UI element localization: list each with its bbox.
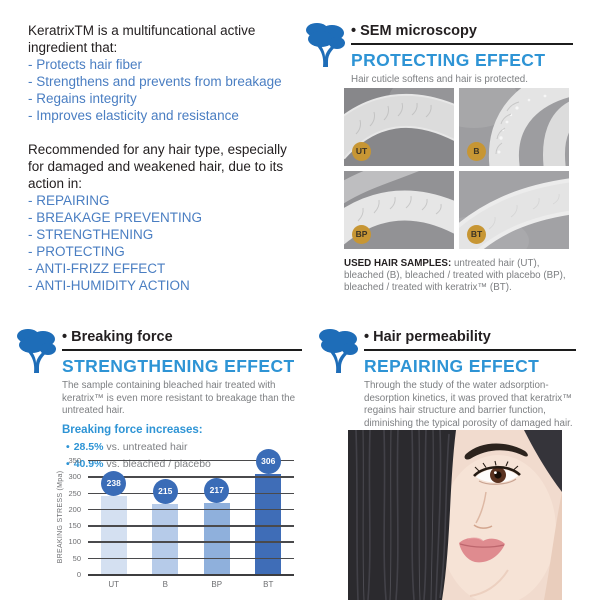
intro-bullet: - Protects hair fiber (28, 57, 143, 72)
bar-value-badge: 306 (255, 449, 281, 475)
section-rule (364, 349, 576, 351)
model-hair-photo (348, 430, 562, 600)
sem-section-label: • SEM microscopy (351, 23, 477, 39)
breaking-force-body: The sample containing bleached hair trea… (62, 380, 296, 417)
chart-plot-area: 0 50 100 150 200 250 300 350 238 UT 215 B 217 BP 306 BT (50, 448, 300, 598)
bar-value-badge: 217 (204, 478, 230, 504)
gridline (88, 476, 294, 478)
bar-value-badge: 238 (101, 471, 127, 497)
x-tick-label: BT (263, 580, 274, 589)
spacer (28, 124, 300, 141)
gridline (88, 525, 294, 527)
sem-image-b: B (459, 88, 569, 166)
permeability-section: • Hair permeability REPAIRING EFFECT Thr… (316, 326, 576, 430)
section-rule (351, 43, 573, 45)
sample-badge-ut: UT (352, 142, 371, 161)
sem-caption: USED HAIR SAMPLES: untreated hair (UT), … (344, 258, 578, 295)
tree-logo-icon (303, 20, 347, 73)
intro-heading-2: Recommended for any hair type, especiall… (28, 142, 287, 191)
y-tick-label: 250 (68, 488, 81, 498)
intro-action-bullet: - REPAIRING (28, 193, 110, 208)
bar-bt (255, 474, 282, 574)
x-tick-label: UT (108, 580, 120, 589)
bar-bp (203, 503, 230, 574)
intro-bullet: - Strengthens and prevents from breakage (28, 74, 282, 89)
increase-item: • 28.5% vs. untreated hair (66, 441, 302, 453)
tree-logo-icon (316, 326, 360, 379)
intro-action-bullet: - ANTI-FRIZZ EFFECT (28, 261, 166, 276)
y-tick-label: 150 (68, 521, 81, 531)
sample-badge-bt: BT (467, 225, 486, 244)
bar-value-badge: 215 (152, 478, 178, 504)
y-tick-label: 100 (68, 537, 81, 547)
gridline (88, 541, 294, 543)
sem-image-bp: BP (344, 171, 454, 249)
increase-percent: 28.5% (73, 440, 104, 453)
intro-heading: KeratrixTM is a multifuncational active … (28, 23, 256, 55)
sample-badge-b: B (467, 142, 486, 161)
y-tick-label: 350 (68, 456, 81, 465)
repairing-effect-title: REPAIRING EFFECT (364, 356, 540, 376)
sem-subtitle: Hair cuticle softens and hair is protect… (351, 74, 528, 85)
section-rule (62, 349, 302, 351)
sem-image-bt: BT (459, 171, 569, 249)
gridline (88, 460, 294, 462)
breaking-stress-bar-chart: BREAKING STRESS (Mpa) 0 50 100 150 200 250 300… (50, 448, 300, 598)
x-tick-label: BP (211, 580, 223, 589)
y-tick-label: 300 (68, 472, 81, 482)
tree-logo-icon (14, 326, 58, 379)
sem-caption-text: untreated hair (UT), bleached (B), bleac… (344, 258, 566, 294)
breaking-force-subheading: Breaking force increases: (62, 423, 203, 436)
gridline (88, 557, 294, 560)
bullet-dot: • (66, 457, 70, 470)
strengthening-effect-title: STRENGTHENING EFFECT (62, 356, 295, 376)
x-tick-label: B (162, 580, 168, 589)
sample-badge-bp: BP (352, 225, 371, 244)
intro-section: KeratrixTM is a multifuncational active … (28, 22, 300, 294)
breaking-force-section: • Breaking force STRENGTHENING EFFECT Th… (14, 326, 302, 470)
y-tick-label: 200 (68, 504, 81, 514)
gridline (88, 574, 294, 576)
intro-action-bullet: - BREAKAGE PREVENTING (28, 210, 203, 225)
permeability-body: Through the study of the water adsorptio… (364, 380, 573, 429)
intro-bullet: - Improves elasticity and resistance (28, 108, 239, 123)
bullet-dot: • (66, 440, 70, 453)
sem-image-ut: UT (344, 88, 454, 166)
protecting-effect-title: PROTECTING EFFECT (351, 50, 546, 70)
y-tick-label: 0 (76, 570, 81, 579)
permeability-label: • Hair permeability (364, 329, 491, 345)
intro-bullet: - Regains integrity (28, 91, 137, 106)
y-tick-label: 50 (72, 553, 81, 563)
gridline (88, 492, 294, 494)
breaking-force-label: • Breaking force (62, 329, 173, 345)
intro-action-bullet: - ANTI-HUMIDITY ACTION (28, 278, 190, 293)
gridline (88, 508, 294, 511)
sem-caption-lead: USED HAIR SAMPLES: (344, 258, 452, 269)
intro-action-bullet: - STRENGTHENING (28, 227, 154, 242)
intro-action-bullet: - PROTECTING (28, 244, 125, 259)
increase-text: vs. untreated hair (103, 440, 188, 453)
sem-section: • SEM microscopy PROTECTING EFFECT Hair … (303, 20, 573, 87)
bar-b (152, 503, 179, 574)
